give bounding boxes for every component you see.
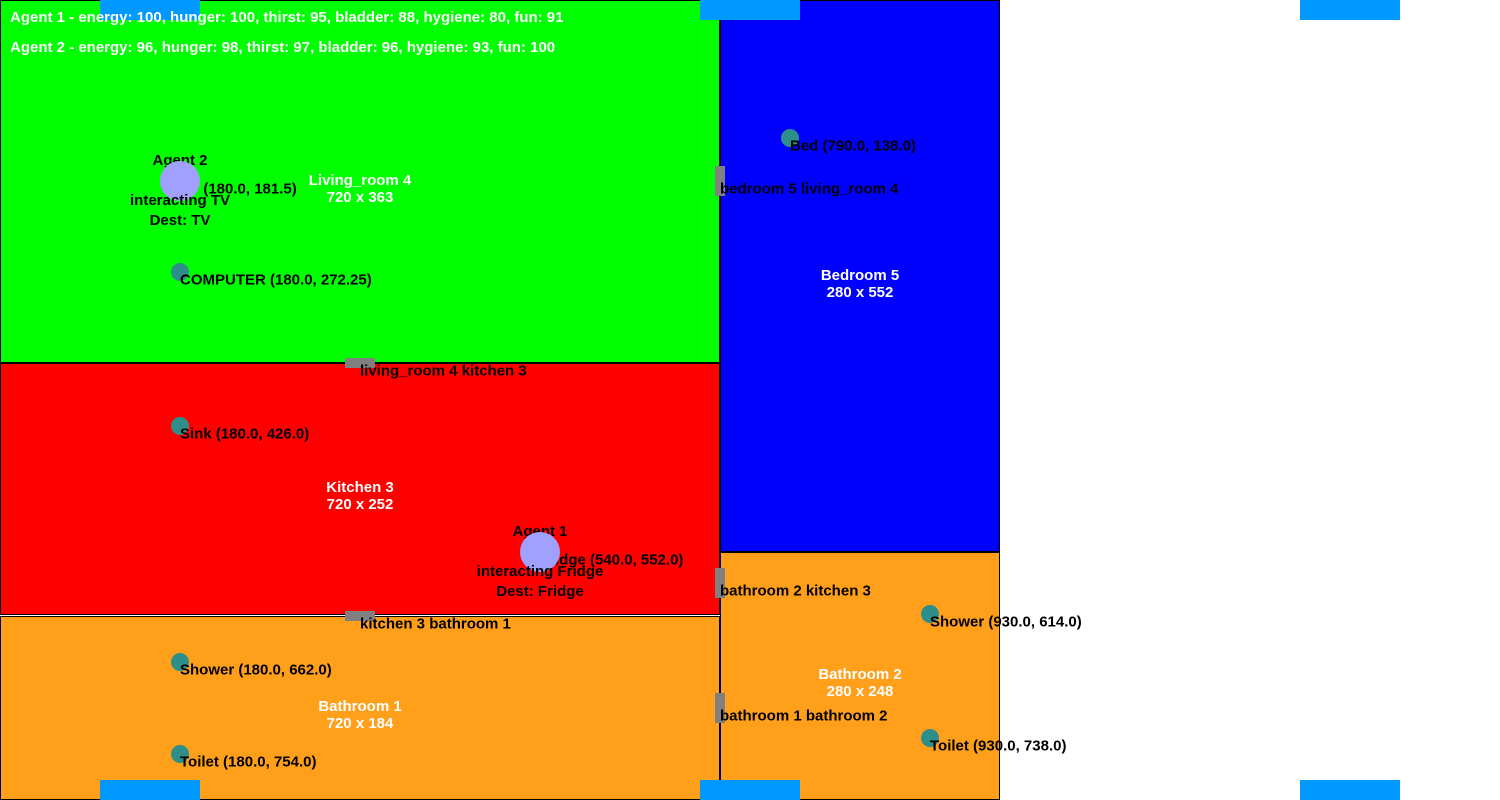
room-size: 720 x 363 bbox=[326, 189, 394, 206]
room-size: 720 x 184 bbox=[326, 715, 394, 732]
window bbox=[1300, 0, 1400, 20]
tv-label: TV (180.0, 181.5) bbox=[180, 180, 297, 198]
room-name: Living_room 4 bbox=[308, 172, 412, 189]
door-bath2-kitchen bbox=[715, 568, 725, 598]
computer-label: COMPUTER (180.0, 272.25) bbox=[180, 271, 372, 289]
door-label: kitchen 3 bathroom 1 bbox=[360, 615, 511, 633]
window bbox=[100, 0, 200, 20]
agent-2-status: Agent 2 - energy: 96, hunger: 98, thirst… bbox=[10, 39, 556, 56]
window bbox=[700, 0, 800, 20]
room-label-kitchen: Kitchen 3 720 x 252 bbox=[326, 479, 394, 513]
room-size: 280 x 552 bbox=[826, 284, 894, 301]
sink-label: Sink (180.0, 426.0) bbox=[180, 425, 310, 443]
room-name: Bathroom 1 bbox=[318, 698, 402, 715]
door-label: bedroom 5 living_room 4 bbox=[720, 180, 899, 198]
toilet-object[interactable] bbox=[171, 745, 189, 763]
agent-1-avatar[interactable] bbox=[520, 532, 560, 572]
room-label-living-room: Living_room 4 720 x 363 bbox=[309, 172, 412, 206]
door-label: living_room 4 kitchen 3 bbox=[360, 362, 527, 380]
door-bath1-bath2 bbox=[715, 693, 725, 723]
window bbox=[100, 780, 200, 800]
room-name: Kitchen 3 bbox=[326, 479, 394, 496]
bed-object[interactable] bbox=[781, 129, 799, 147]
door-bedroom-living bbox=[715, 166, 725, 196]
agent-1-status: Agent 1 - energy: 100, hunger: 100, thir… bbox=[10, 9, 564, 26]
toilet-label: Toilet (180.0, 754.0) bbox=[180, 753, 317, 771]
bed-label: Bed (790.0, 138.0) bbox=[790, 137, 916, 155]
agent-action: interacting Fridge bbox=[476, 563, 604, 580]
room-bedroom bbox=[720, 0, 1000, 552]
agent-action: interacting TV bbox=[129, 192, 231, 209]
agent-destination: Dest: Fridge bbox=[496, 583, 584, 600]
shower-label: Shower (930.0, 614.0) bbox=[930, 613, 1082, 631]
shower-label: Shower (180.0, 662.0) bbox=[180, 661, 332, 679]
room-bathroom-2 bbox=[720, 552, 1000, 800]
room-name: Bedroom 5 bbox=[820, 267, 900, 284]
agent-2-avatar[interactable] bbox=[160, 161, 200, 201]
shower-object[interactable] bbox=[171, 653, 189, 671]
door-living-kitchen bbox=[345, 358, 375, 368]
room-bathroom-1 bbox=[0, 616, 720, 800]
room-label-bathroom-1: Bathroom 1 720 x 184 bbox=[318, 698, 401, 732]
door-label: bathroom 2 kitchen 3 bbox=[720, 582, 871, 600]
toilet-object[interactable] bbox=[921, 729, 939, 747]
room-label-bathroom-2: Bathroom 2 280 x 248 bbox=[818, 666, 901, 700]
fridge-label: Fridge (540.0, 552.0) bbox=[540, 551, 684, 569]
sink-object[interactable] bbox=[171, 417, 189, 435]
shower-object[interactable] bbox=[921, 605, 939, 623]
room-living-room bbox=[0, 0, 720, 363]
computer-object[interactable] bbox=[171, 263, 189, 281]
door-label: bathroom 1 bathroom 2 bbox=[720, 707, 888, 725]
room-name: Bathroom 2 bbox=[818, 666, 902, 683]
room-kitchen bbox=[0, 363, 720, 615]
room-size: 280 x 248 bbox=[826, 683, 894, 700]
toilet-label: Toilet (930.0, 738.0) bbox=[930, 737, 1067, 755]
room-label-bedroom: Bedroom 5 280 x 552 bbox=[821, 267, 899, 301]
room-size: 720 x 252 bbox=[326, 496, 394, 513]
agent-destination: Dest: TV bbox=[149, 212, 211, 229]
window bbox=[700, 780, 800, 800]
door-kitchen-bath1 bbox=[345, 611, 375, 621]
window bbox=[1300, 780, 1400, 800]
